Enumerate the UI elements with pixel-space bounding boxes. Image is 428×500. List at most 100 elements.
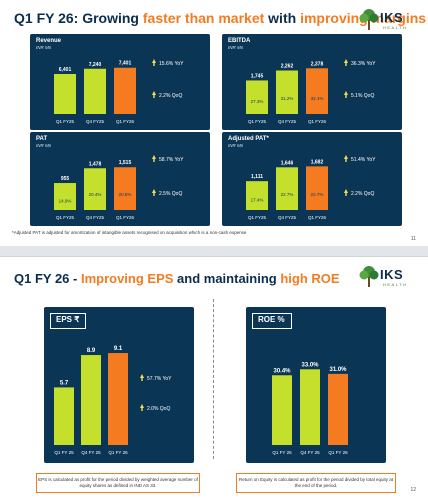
bar-value-label: 1,745	[251, 73, 264, 79]
title-part: Q1 FY 26 -	[14, 271, 81, 286]
logo-brand: IKS	[380, 10, 404, 25]
title-highlight: faster than market	[142, 10, 265, 26]
x-tick-label: Q1 FY25	[248, 119, 267, 124]
roe-chart-panel: 30.4% Q1 FY 25 33.0% Q4 FY 25 31.0% Q1 FY 26 …	[246, 307, 386, 463]
bar-revenue	[114, 67, 136, 114]
bar-value-label: 2,378	[311, 61, 324, 67]
title-highlight: Improving EPS	[80, 271, 174, 286]
x-tick-label: Q1 FY26	[308, 215, 327, 220]
bar-revenue	[84, 68, 106, 114]
pat-chart-panel: 955 Q1 FY25 14.9% 1,478 Q4 FY25 20.4% 1,515 Q1 …	[30, 132, 210, 226]
growth-arrow-icon	[152, 189, 156, 193]
growth-arrow-icon	[152, 59, 156, 63]
chart-title: Adjusted PAT*	[228, 136, 269, 142]
margin-label: 32.1%	[311, 96, 324, 101]
x-tick-label: Q1 FY 25	[54, 450, 74, 455]
chart-title-box	[50, 313, 86, 329]
bar-value-label: 1,111	[251, 174, 263, 180]
bar-value-label: 2,262	[281, 64, 294, 70]
bar-eps	[108, 353, 128, 445]
chart-title: PAT	[36, 136, 48, 142]
growth-arrow-stem	[345, 193, 347, 196]
ebitda-chart: 1,745 Q1 FY25 27.3% 2,262 Q4 FY25 31.2% 2,378 Q…	[246, 59, 376, 124]
slide-eps-roe: Q1 FY 26 - Improving EPS and maintaining…	[0, 256, 428, 500]
growth-arrow-stem	[345, 159, 347, 162]
growth-arrow-stem	[345, 95, 347, 98]
bar-value-label: 9.1	[114, 346, 123, 352]
bar-ebitda	[306, 68, 328, 114]
ebitda-chart-panel: 1,745 Q1 FY25 27.3% 2,262 Q4 FY25 31.2% 2,378 Q…	[222, 34, 402, 130]
bar-value-label: 1,682	[311, 159, 324, 165]
growth-label: 57.7% YoY	[147, 376, 172, 382]
iks-health-logo: IKS HEALTH	[358, 263, 418, 293]
growth-arrow-icon	[140, 404, 144, 408]
x-tick-label: Q1 FY26	[308, 119, 327, 124]
dashed-divider	[213, 299, 214, 459]
bar-value-label: 1,515	[119, 160, 132, 166]
x-tick-label: Q4 FY25	[278, 215, 297, 220]
growth-arrow-icon	[344, 189, 348, 193]
growth-arrow-stem	[153, 95, 155, 98]
margin-label: 22.7%	[281, 192, 294, 197]
bar-roe	[300, 369, 320, 445]
x-tick-label: Q1 FY26	[116, 215, 135, 220]
bar-value-label: 30.4%	[273, 368, 291, 374]
chart-unit: INR Mn	[228, 143, 244, 148]
eps-chart: 5.7 Q1 FY 25 8.9 Q4 FY 25 9.1 Q1 FY 26 57.7% Y…	[54, 346, 172, 455]
bar-pat	[54, 183, 76, 210]
chart-title-box	[252, 313, 292, 329]
bar-ebitda	[276, 70, 298, 114]
x-tick-label: Q1 FY 25	[272, 450, 292, 455]
bar-value-label: 1,478	[89, 161, 102, 167]
bar-revenue	[54, 73, 76, 114]
chart-unit: INR Mn	[36, 45, 52, 50]
page-number: 11	[410, 236, 416, 242]
x-tick-label: Q4 FY25	[278, 119, 297, 124]
bar-adj_pat	[246, 181, 268, 210]
growth-label: 2.0% QoQ	[147, 406, 170, 412]
growth-arrow-stem	[141, 378, 143, 381]
growth-arrow-stem	[345, 63, 347, 66]
x-tick-label: Q1 FY26	[116, 119, 135, 124]
growth-arrow-stem	[153, 63, 155, 66]
bar-ebitda	[246, 80, 268, 114]
chart-unit: INR Mn	[228, 45, 244, 50]
margin-label: 20.4%	[89, 192, 102, 197]
growth-label: 2.2% QoQ	[159, 93, 182, 99]
chart-title: ROE %	[258, 315, 285, 324]
logo-tagline: HEALTH	[383, 25, 408, 30]
title-part: with	[264, 10, 301, 26]
bar-value-label: 8.9	[87, 348, 96, 354]
page-number: 12	[410, 487, 416, 493]
growth-arrow-stem	[153, 159, 155, 162]
x-tick-label: Q1 FY25	[56, 215, 75, 220]
growth-label: 2.5% QoQ	[159, 191, 182, 197]
bar-roe	[328, 373, 348, 445]
bar-value-label: 5.7	[60, 380, 69, 386]
x-tick-label: Q1 FY 26	[108, 450, 128, 455]
margin-label: 20.5%	[119, 192, 132, 197]
revenue-chart-panel: 6,401 Q1 FY25 7,240 Q4 FY25 7,401 Q1 FY26 15.6…	[30, 34, 210, 130]
margin-label: 17.4%	[251, 198, 264, 203]
x-tick-label: Q4 FY25	[86, 119, 105, 124]
bar-roe	[272, 375, 292, 445]
bar-value-label: 31.0%	[329, 367, 347, 373]
bar-adj_pat	[306, 166, 328, 210]
growth-arrow-icon	[344, 91, 348, 95]
x-tick-label: Q1 FY25	[248, 215, 267, 220]
bar-value-label: 1,646	[281, 160, 294, 166]
bar-pat	[84, 168, 106, 210]
slide-financial-highlights: Q1 FY 26: Growing faster than market wit…	[0, 0, 428, 246]
x-tick-label: Q4 FY 25	[300, 450, 320, 455]
title-part: Q1 FY 26: Growing	[14, 10, 143, 26]
growth-label: 2.2% QoQ	[351, 191, 374, 197]
slide-separator	[0, 246, 428, 256]
bar-value-label: 6,401	[59, 67, 72, 73]
x-tick-label: Q1 FY25	[56, 119, 75, 124]
growth-label: 36.3% YoY	[351, 61, 376, 67]
revenue-chart: 6,401 Q1 FY25 7,240 Q4 FY25 7,401 Q1 FY26 15.6…	[54, 59, 184, 124]
growth-arrow-icon	[344, 155, 348, 159]
growth-label: 5.1% QoQ	[351, 93, 374, 99]
growth-arrow-icon	[152, 155, 156, 159]
adjusted-pat-chart: 1,111 Q1 FY25 17.4% 1,646 Q4 FY25 22.7% 1,682 Q…	[246, 155, 376, 220]
